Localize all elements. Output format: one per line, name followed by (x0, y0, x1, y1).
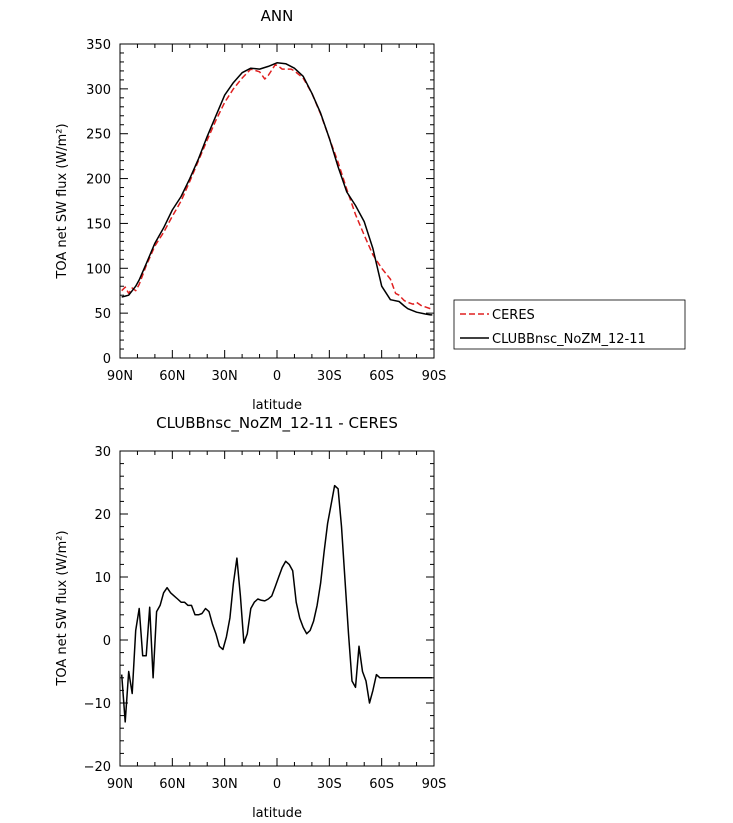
panel-bottom-ylabel: TOA net SW flux (W/m²) (55, 530, 70, 686)
series-line-top-1 (121, 62, 433, 316)
x-tick-label: 30N (212, 369, 238, 384)
x-tick-label: 90N (107, 369, 133, 384)
panel-top: ANN 90N 60N 30N 0 30S 60S 90S 0 50 100 150 200 250 30… (55, 7, 446, 413)
legend-label-model: CLUBBnsc_NoZM_12-11 (492, 332, 646, 347)
x-tick-label: 30N (212, 777, 238, 792)
series-line-top-0 (121, 63, 433, 310)
panel-top-axes: 90N 60N 30N 0 30S 60S 90S 0 50 100 150 200 250 300 350 (86, 38, 446, 384)
y-tick-label: 0 (103, 352, 111, 367)
panel-top-title: ANN (261, 7, 294, 25)
legend-label-ceres: CERES (492, 308, 535, 323)
y-tick-label: 100 (86, 262, 111, 277)
x-tick-label: 30S (317, 777, 342, 792)
x-tick-label: 30S (317, 369, 342, 384)
panel-top-series (121, 62, 433, 316)
x-tick-label: 60S (369, 369, 394, 384)
y-tick-label: 30 (94, 445, 111, 460)
panel-bottom-xlabel: latitude (252, 806, 302, 821)
panel-top-frame (119, 43, 435, 359)
x-tick-label: 0 (273, 369, 281, 384)
panel-bottom-series (120, 484, 433, 723)
y-tick-label: 250 (86, 128, 111, 143)
x-tick-label: 90S (422, 777, 447, 792)
panel-bottom-axes: 90N 60N 30N 0 30S 60S 90S −20 −10 0 10 20 30 (84, 445, 447, 792)
x-tick-label: 90S (422, 369, 447, 384)
x-tick-label: 90N (107, 777, 133, 792)
y-tick-label: 50 (94, 307, 111, 322)
x-tick-label: 60N (159, 777, 185, 792)
x-tick-label: 60N (159, 369, 185, 384)
legend: CERES CLUBBnsc_NoZM_12-11 (453, 299, 686, 350)
legend-box (453, 299, 686, 350)
y-tick-label: −20 (84, 760, 111, 775)
panel-bottom-frame (119, 450, 435, 767)
y-tick-label: 200 (86, 173, 111, 188)
x-tick-label: 0 (273, 777, 281, 792)
series-line-bottom-0 (120, 484, 433, 723)
panel-bottom-title: CLUBBnsc_NoZM_12-11 - CERES (156, 414, 398, 433)
y-tick-label: 350 (86, 38, 111, 53)
panel-top-xlabel: latitude (252, 398, 302, 413)
panel-bottom: CLUBBnsc_NoZM_12-11 - CERES 90N 60N 30N 0 30… (55, 414, 446, 821)
y-tick-label: 300 (86, 83, 111, 98)
y-tick-label: 0 (103, 634, 111, 649)
panel-top-ylabel: TOA net SW flux (W/m²) (55, 123, 70, 279)
y-tick-label: 20 (94, 508, 111, 523)
y-tick-label: 150 (86, 217, 111, 232)
y-tick-label: −10 (84, 697, 111, 712)
x-tick-label: 60S (369, 777, 394, 792)
y-tick-label: 10 (94, 571, 111, 586)
